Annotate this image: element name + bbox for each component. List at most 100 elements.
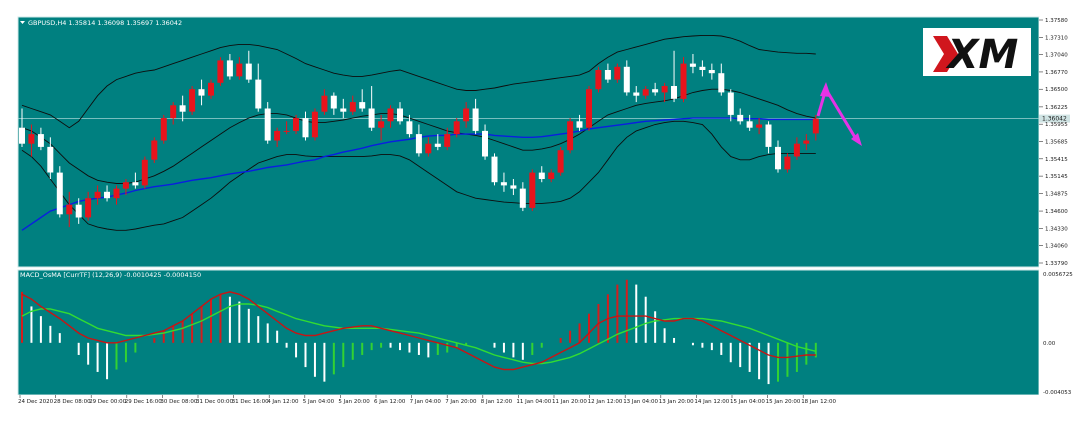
candle-body bbox=[387, 108, 394, 122]
candle-body bbox=[727, 92, 734, 115]
candle bbox=[226, 53, 233, 80]
candle-body bbox=[661, 86, 668, 93]
candle-body bbox=[311, 111, 318, 138]
candle bbox=[321, 89, 328, 115]
candle-body bbox=[75, 204, 82, 218]
candle bbox=[406, 114, 413, 138]
candle bbox=[803, 134, 810, 151]
candle bbox=[756, 118, 763, 135]
candle bbox=[19, 108, 25, 147]
candle-body bbox=[264, 108, 271, 141]
candle-body bbox=[330, 95, 337, 109]
time-tick-label: 28 Dec 08:00 bbox=[54, 399, 91, 405]
macd-tick-label: -0.004053 bbox=[1043, 390, 1072, 396]
macd-tick-label: 0.00 bbox=[1043, 341, 1056, 347]
candle-body bbox=[274, 130, 281, 141]
time-axis-area bbox=[0, 395, 1080, 420]
candle bbox=[510, 179, 517, 196]
candle bbox=[340, 98, 347, 119]
candle-body bbox=[28, 134, 35, 144]
candle-body bbox=[340, 108, 347, 112]
candle bbox=[491, 153, 498, 186]
candle-body bbox=[453, 121, 460, 135]
candle bbox=[727, 89, 734, 122]
price-axis-ticks: 1.37580 1.37310 1.37040 1.36770 1.36500 1.362… bbox=[1039, 18, 1068, 267]
upper-band-line bbox=[21, 34, 816, 129]
candle-body bbox=[378, 121, 385, 128]
candle-body bbox=[793, 143, 800, 157]
xm-logo: XM bbox=[923, 28, 1031, 78]
candle-body bbox=[708, 70, 715, 74]
candle bbox=[113, 185, 120, 205]
lower-band-line bbox=[21, 120, 816, 231]
candle bbox=[302, 111, 309, 141]
time-tick-label: 30 Dec 08:00 bbox=[160, 399, 197, 405]
macd-histogram bbox=[21, 279, 817, 385]
price-tick-label: 1.37580 bbox=[1045, 18, 1068, 24]
candle bbox=[198, 79, 205, 106]
current-price-tag: 1.36042 bbox=[1039, 114, 1070, 123]
time-tick-label: 13 Jan 04:00 bbox=[623, 399, 658, 405]
candle bbox=[104, 185, 110, 202]
candle-body bbox=[293, 118, 299, 131]
macd-tick-label: 0.0056725 bbox=[1043, 272, 1073, 278]
candle bbox=[37, 127, 44, 151]
candle bbox=[208, 79, 214, 99]
candle-body bbox=[803, 140, 810, 144]
macd-lines bbox=[21, 291, 816, 371]
candle bbox=[66, 191, 73, 228]
main-chart-title: GBPUSD,H4 1.35814 1.36098 1.35697 1.3604… bbox=[28, 19, 182, 27]
macd-axis-ticks: 0.0056725 0.00 -0.004053 bbox=[1043, 272, 1073, 396]
candle-body bbox=[775, 146, 781, 170]
candle-body bbox=[529, 172, 536, 208]
candle-body bbox=[434, 143, 441, 147]
main-price-panel[interactable] bbox=[17, 16, 1040, 268]
candle bbox=[434, 134, 441, 151]
candle-body bbox=[208, 82, 214, 96]
candle bbox=[746, 114, 753, 131]
macd-panel[interactable] bbox=[17, 269, 1040, 396]
candle bbox=[170, 102, 177, 125]
candle-body bbox=[689, 63, 696, 67]
price-tick-label: 1.35685 bbox=[1045, 140, 1068, 146]
candle-body bbox=[472, 108, 479, 131]
candle bbox=[557, 146, 564, 176]
candle-body bbox=[737, 114, 744, 122]
macd-line bbox=[21, 291, 816, 371]
candle-body bbox=[189, 89, 196, 112]
candle-body bbox=[397, 108, 403, 122]
price-tick-label: 1.33790 bbox=[1045, 261, 1068, 267]
candle-body bbox=[567, 121, 574, 151]
candle-body bbox=[519, 188, 526, 208]
candle-body bbox=[198, 89, 205, 96]
candlesticks bbox=[19, 50, 819, 228]
price-tick-label: 1.35955 bbox=[1045, 122, 1068, 128]
time-tick-label: 11 Jan 20:00 bbox=[552, 399, 587, 405]
candle-body bbox=[680, 63, 687, 99]
candle-body bbox=[56, 172, 63, 215]
candle-body bbox=[406, 121, 413, 135]
candle bbox=[189, 86, 196, 115]
candle-body bbox=[671, 86, 677, 99]
xm-logo-text: XM bbox=[945, 32, 1019, 78]
time-tick-label: 11 Jan 04:00 bbox=[516, 399, 551, 405]
candle-body bbox=[85, 198, 92, 218]
price-tick-label: 1.34060 bbox=[1045, 244, 1068, 250]
candle-body bbox=[463, 108, 470, 122]
candle bbox=[689, 53, 696, 74]
candle bbox=[160, 114, 167, 144]
candle-body bbox=[614, 66, 621, 80]
candle bbox=[793, 137, 800, 160]
candle bbox=[604, 63, 611, 83]
candle-body bbox=[718, 73, 725, 93]
candle bbox=[255, 63, 262, 112]
candle bbox=[463, 102, 470, 128]
candle bbox=[482, 124, 488, 160]
candle bbox=[368, 86, 375, 131]
candle bbox=[652, 82, 659, 96]
candle bbox=[311, 108, 318, 141]
chart-dropdown-icon[interactable] bbox=[20, 21, 25, 24]
time-tick-label: 31 Dec 00:00 bbox=[196, 399, 233, 405]
